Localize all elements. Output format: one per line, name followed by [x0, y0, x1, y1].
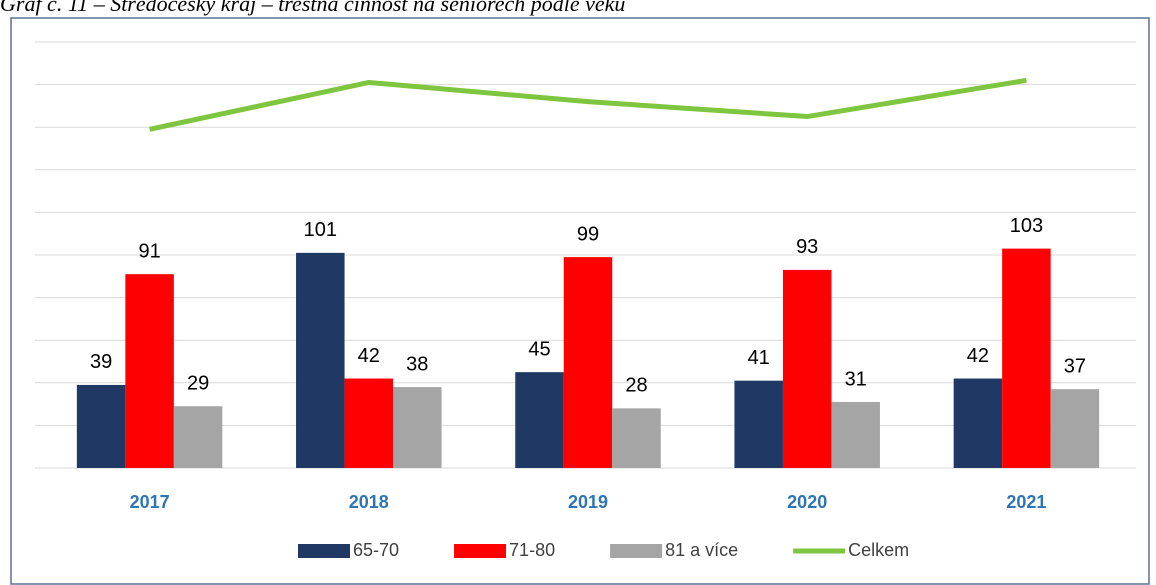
x-tick-label: 2021: [1006, 492, 1046, 512]
data-label: 42: [967, 345, 989, 367]
legend-label: 71-80: [509, 540, 555, 560]
data-label: 93: [796, 236, 818, 258]
data-label: 99: [577, 223, 599, 245]
data-label: 91: [138, 240, 160, 262]
x-tick-label: 2020: [787, 492, 827, 512]
bar: [393, 387, 442, 468]
bar: [125, 274, 174, 468]
legend-swatch: [454, 544, 507, 558]
bar: [76, 384, 126, 468]
bar: [1050, 389, 1100, 468]
x-tick-label: 2018: [349, 492, 389, 512]
bar: [173, 406, 223, 468]
data-label: 39: [90, 351, 112, 373]
bar: [563, 257, 613, 468]
bar: [344, 378, 394, 468]
data-label: 28: [625, 375, 647, 397]
chart-title: Graf č. 11 – Středočeský kraj – trestná …: [0, 0, 625, 16]
data-label: 101: [304, 219, 337, 241]
legend-label: 81 a více: [665, 540, 738, 560]
bar: [612, 408, 661, 468]
bar: [734, 380, 783, 468]
bar: [1002, 248, 1051, 468]
bar: [515, 372, 564, 468]
legend-label: 65-70: [353, 540, 399, 560]
legend-swatch: [610, 544, 663, 558]
bar: [782, 269, 832, 468]
data-label: 29: [187, 373, 209, 395]
bar: [831, 401, 880, 468]
data-label: 31: [845, 368, 867, 390]
line-series: [149, 77, 1027, 132]
x-tick-label: 2019: [568, 492, 608, 512]
data-label: 45: [528, 338, 550, 360]
bar: [953, 378, 1003, 468]
legend-swatch: [298, 544, 350, 558]
bar: [296, 252, 345, 468]
data-label: 41: [748, 347, 770, 369]
data-label: 37: [1064, 355, 1086, 377]
data-label: 38: [406, 353, 428, 375]
x-tick-label: 2017: [130, 492, 170, 512]
data-label: 42: [358, 345, 380, 367]
data-label: 103: [1010, 215, 1043, 237]
legend-label: Celkem: [848, 540, 909, 560]
